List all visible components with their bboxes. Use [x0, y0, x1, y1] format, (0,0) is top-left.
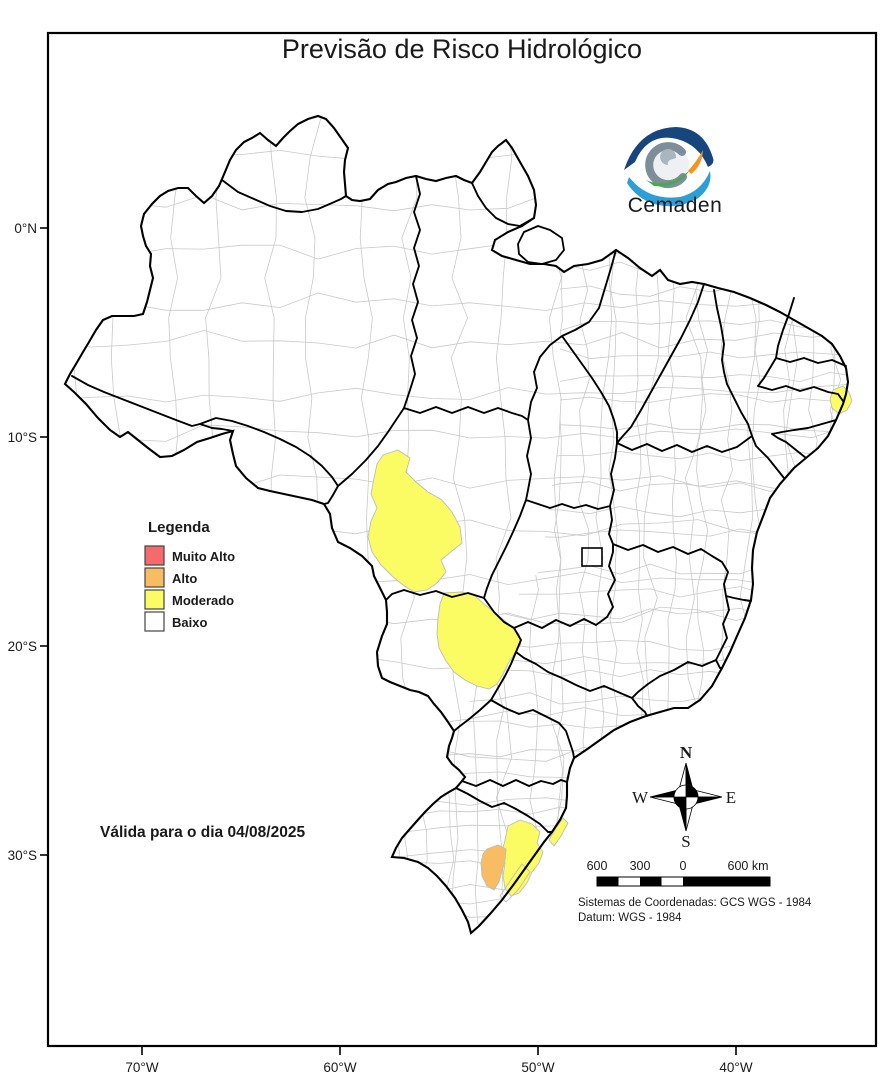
scale-seg-1 — [597, 877, 619, 886]
validity-note: Válida para o dia 04/08/2025 — [100, 824, 305, 841]
risk-region-mato-grosso-do-sul-moderado — [436, 591, 522, 690]
municipality-border-line — [65, 383, 848, 403]
lat-label-30s: 30°S — [8, 848, 37, 863]
distrito-federal-outline — [581, 547, 603, 567]
logo-c-inner — [660, 149, 677, 165]
legend-swatch-alto — [144, 567, 165, 588]
lon-labels: 70°W 60°W 50°W 40°W — [125, 1060, 752, 1075]
crs-note-line1: Sistemas de Coordenadas: GCS WGS - 1984 — [578, 897, 812, 909]
compass-n-label: N — [680, 743, 693, 762]
legend-label-alto: Alto — [172, 571, 197, 586]
risk-regions-layer — [367, 385, 853, 897]
scale-label-600-left: 600 — [587, 859, 608, 873]
lat-label-20s: 20°S — [8, 639, 37, 654]
lon-label-50w: 50°W — [521, 1060, 554, 1075]
compass-labels: N S W E — [632, 743, 736, 851]
page-title: Previsão de Risco Hidrológico — [282, 34, 642, 64]
risk-region-mato-grosso-moderado — [367, 449, 463, 593]
compass-e-label: E — [726, 788, 736, 807]
logo-green-swoosh — [646, 170, 690, 187]
lagoa-dos-patos — [499, 863, 531, 903]
compass-s-label: S — [681, 832, 690, 851]
crs-note-line2: Datum: WGS - 1984 — [578, 912, 682, 924]
lon-ticks — [141, 1046, 737, 1055]
compass-rose — [649, 762, 723, 832]
municipality-border-line — [65, 423, 848, 442]
lat-ticks — [40, 227, 48, 856]
lon-label-40w: 40°W — [719, 1060, 752, 1075]
logo-wordmark: Cemaden — [628, 194, 723, 217]
compass-hub-sw — [673, 796, 687, 810]
logo-upper-eyelid — [624, 127, 714, 170]
lon-label-70w: 70°W — [125, 1060, 158, 1075]
scale-label-0: 0 — [680, 859, 687, 873]
lat-labels: 0°N 10°S 20°S 30°S — [8, 221, 37, 863]
lat-label-10s: 10°S — [8, 430, 37, 445]
legend-swatch-moderado — [144, 589, 165, 610]
scale-label-300: 300 — [630, 859, 651, 873]
lat-label-0n: 0°N — [14, 221, 37, 236]
legend-label-baixo: Baixo — [172, 615, 207, 630]
scale-seg-3 — [683, 877, 770, 886]
logo-lower-eyelid — [627, 171, 711, 207]
logo-orange-swoosh — [688, 150, 703, 174]
legend-label-moderado: Moderado — [172, 593, 234, 608]
state-borders — [71, 175, 847, 833]
legend-label-muito-alto: Muito Alto — [172, 549, 235, 564]
legend-title: Legenda — [148, 519, 210, 536]
compass-w-label: W — [632, 788, 649, 807]
legend-swatch-baixo — [144, 611, 165, 632]
scale-label-600-right: 600 km — [728, 859, 769, 873]
compass-hub-ne — [685, 784, 699, 798]
scale-seg-2 — [640, 877, 662, 886]
scale-bar: 600 300 0 600 km — [587, 859, 771, 887]
risk-region-rs-coast-moderado — [548, 817, 569, 847]
marajo-island — [517, 225, 565, 265]
cemaden-logo: Cemaden — [624, 127, 722, 217]
municipality-border-line — [65, 329, 848, 349]
legend-swatch-muito-alto — [144, 545, 165, 566]
lon-label-60w: 60°W — [323, 1060, 356, 1075]
risk-region-rs-alto — [480, 844, 507, 891]
legend: Legenda Muito Alto Alto Moderado Baixo — [144, 519, 235, 632]
